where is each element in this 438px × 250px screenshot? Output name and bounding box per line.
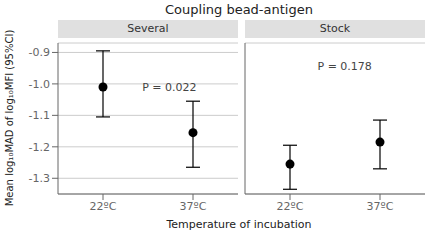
svg-text:-1.0: -1.0 — [29, 78, 50, 91]
svg-text:-1.2: -1.2 — [29, 141, 50, 154]
html-text:Temperature of incubation: Temperature of incubation — [166, 218, 312, 231]
svg-text:22ºC: 22ºC — [90, 200, 117, 213]
html-text:Coupling bead-antigen: Coupling bead-antigen — [165, 2, 313, 17]
svg-text:37ºC: 37ºC — [367, 200, 394, 213]
svg-text:-1.1: -1.1 — [29, 109, 50, 122]
svg-text:37ºC: 37ºC — [180, 200, 207, 213]
html-text:Stock: Stock — [319, 22, 351, 35]
html-text:Several: Several — [127, 22, 169, 35]
svg-text:-1.3: -1.3 — [29, 172, 50, 185]
svg-text:-0.9: -0.9 — [29, 46, 50, 59]
html-text:Mean log₁₀MAD of log₁₀MFI (95%: Mean log₁₀MAD of log₁₀MFI (95%CI) — [3, 29, 15, 207]
svg-text:P = 0.178: P = 0.178 — [318, 60, 372, 73]
svg-text:P = 0.022: P = 0.022 — [142, 81, 196, 94]
svg-text:22ºC: 22ºC — [277, 200, 304, 213]
